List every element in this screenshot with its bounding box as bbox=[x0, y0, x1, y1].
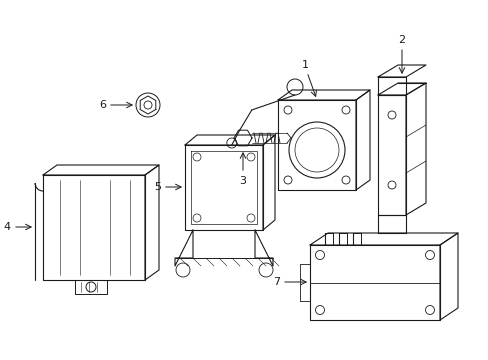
Text: 6: 6 bbox=[99, 100, 106, 110]
Text: 2: 2 bbox=[398, 35, 405, 45]
Text: 7: 7 bbox=[272, 277, 280, 287]
Text: 1: 1 bbox=[301, 60, 308, 70]
Text: 4: 4 bbox=[4, 222, 11, 232]
Text: 5: 5 bbox=[154, 182, 161, 192]
Text: 3: 3 bbox=[239, 176, 246, 186]
